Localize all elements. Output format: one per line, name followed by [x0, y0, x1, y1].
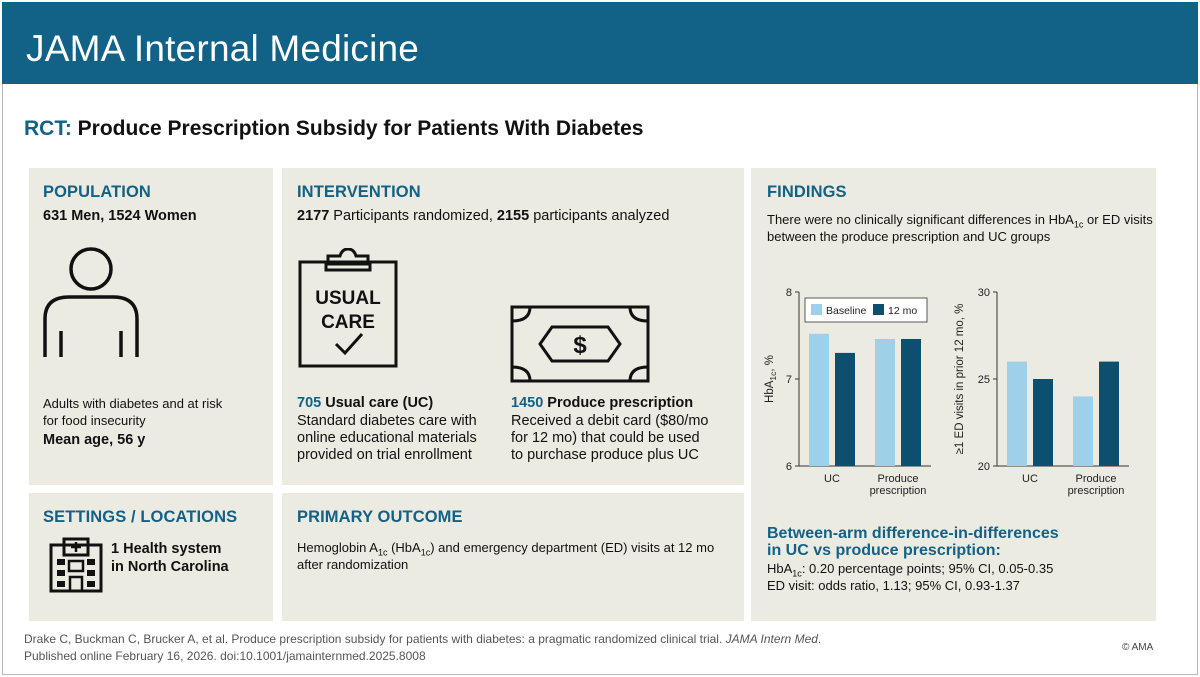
journal-header: JAMA Internal Medicine	[2, 2, 1198, 84]
chart0-bar-baseline	[809, 333, 829, 466]
findings-panel: FINDINGS There were no clinically signif…	[751, 168, 1156, 621]
dd-heading-line1: Between-arm difference-in-differences	[767, 525, 1059, 542]
produce-heading: 1450 Produce prescription	[511, 395, 693, 413]
primary-outcome-heading: PRIMARY OUTCOME	[297, 508, 463, 526]
findings-heading: FINDINGS	[767, 183, 847, 201]
chart0-bar-12mo	[835, 352, 855, 466]
outcome-sub-2: 1c	[420, 547, 431, 558]
chart1-category-label: UC	[1022, 473, 1038, 485]
population-heading: POPULATION	[43, 183, 151, 201]
intervention-panel: INTERVENTION 2177 Participants randomize…	[282, 168, 744, 485]
chart1-y-label: ≥1 ED visits in prior 12 mo, %	[954, 304, 966, 455]
chart0-bar-baseline	[875, 338, 895, 466]
page-title: RCT: Produce Prescription Subsidy for Pa…	[24, 117, 643, 141]
findings-summary-b: or ED visits	[1083, 212, 1153, 227]
dollar-bill-icon: $	[510, 305, 650, 383]
chart0-category-label: prescription	[870, 485, 927, 497]
chart0-ytick-label: 6	[786, 461, 792, 473]
usual-care-count: 705	[297, 395, 322, 411]
chart0-category-label: UC	[824, 473, 840, 485]
usual-care-label: Usual care (UC)	[325, 395, 434, 411]
analyzed-count: 2155	[496, 208, 530, 224]
clipboard-check-icon: USUAL CARE	[298, 248, 398, 368]
legend-swatch-baseline	[811, 304, 822, 315]
randomized-label: Participants randomized,	[333, 208, 493, 224]
settings-line2: in North Carolina	[111, 559, 229, 575]
dd-hba1c-result: HbA1c: 0.20 percentage points; 95% CI, 0…	[767, 561, 1053, 582]
mean-age: Mean age, 56 y	[43, 432, 146, 448]
randomized-count: 2177	[297, 208, 330, 224]
chart1-ytick-label: 30	[978, 287, 990, 299]
chart1-bar-baseline	[1073, 396, 1093, 466]
legend-label-12mo: 12 mo	[888, 305, 917, 317]
produce-label: Produce prescription	[547, 395, 694, 411]
legend-label-baseline: Baseline	[826, 305, 866, 317]
primary-outcome-panel: PRIMARY OUTCOME Hemoglobin A1c (HbA1c) a…	[282, 493, 744, 621]
citation-text: Drake C, Buckman C, Brucker A, et al. Pr…	[24, 632, 723, 646]
randomization-summary: 2177 Participants randomized, 2155 parti…	[297, 208, 669, 226]
dd-hba-text: : 0.20 percentage points; 95% CI, 0.05-0…	[801, 561, 1054, 576]
findings-summary-line1: There were no clinically significant dif…	[767, 212, 1153, 233]
copyright: © AMA	[1122, 642, 1154, 653]
chart0-ytick-label: 7	[786, 374, 792, 386]
analyzed-label: participants analyzed	[533, 208, 670, 224]
population-count: 631 Men, 1524 Women	[43, 208, 197, 224]
population-description-line1: Adults with diabetes and at risk	[43, 396, 223, 411]
usual-care-desc-line1: Standard diabetes care with	[297, 413, 477, 429]
title-tag: RCT:	[24, 117, 72, 140]
findings-summary-a: There were no clinically significant dif…	[767, 212, 1074, 227]
chart1-ytick-label: 25	[978, 374, 990, 386]
chart1-category-label: prescription	[1068, 485, 1125, 497]
chart-legend-box	[804, 297, 928, 323]
title-text: Produce Prescription Subsidy for Patient…	[77, 117, 644, 140]
produce-count: 1450	[511, 395, 544, 411]
dd-hba-sub: 1c	[792, 568, 802, 579]
svg-text:$: $	[573, 332, 587, 359]
dd-ed-result: ED visit: odds ratio, 1.13; 95% CI, 0.93…	[767, 578, 1020, 593]
outcome-sub-1: 1c	[377, 547, 388, 558]
chart1-bar-12mo	[1033, 379, 1053, 466]
chart1-category-label: Produce	[1076, 473, 1117, 485]
produce-desc-line1: Received a debit card ($80/mo	[511, 413, 709, 429]
clipboard-text-line2: CARE	[321, 312, 375, 333]
clipboard-text-line1: USUAL	[315, 288, 381, 309]
intervention-heading: INTERVENTION	[297, 183, 421, 201]
chart0-bar-12mo	[901, 338, 921, 466]
chart1-bar-12mo	[1099, 361, 1119, 466]
usual-care-desc-line2: online educational materials	[297, 430, 477, 446]
citation-line2: Published online February 16, 2026. doi:…	[24, 649, 426, 663]
chart0-y-label: HbA1c, %	[764, 355, 778, 403]
chart1-ytick-label: 20	[978, 461, 990, 473]
dd-hba-label: HbA	[767, 561, 793, 576]
chart0-category-label: Produce	[878, 473, 919, 485]
chart0-ytick-label: 8	[786, 287, 792, 299]
primary-outcome-line2: after randomization	[297, 557, 409, 572]
usual-care-heading: 705 Usual care (UC)	[297, 395, 433, 413]
outcome-text-b: (HbA	[387, 540, 421, 555]
settings-heading: SETTINGS / LOCATIONS	[43, 508, 238, 526]
citation-line1: Drake C, Buckman C, Brucker A, et al. Pr…	[24, 632, 822, 646]
hospital-building-icon	[49, 537, 103, 593]
outcome-text-c: ) and emergency department (ED) visits a…	[430, 540, 715, 555]
produce-desc-line2: for 12 mo) that could be used	[511, 430, 700, 446]
dd-heading-line2: in UC vs produce prescription:	[767, 542, 1001, 559]
person-icon	[43, 247, 139, 357]
outcome-text-a: Hemoglobin A	[297, 540, 378, 555]
findings-summary-line2: between the produce prescription and UC …	[767, 229, 1051, 244]
population-panel: POPULATION 631 Men, 1524 Women Adults wi…	[29, 168, 273, 485]
population-description-line2: for food insecurity	[43, 413, 146, 428]
chart1-bar-baseline	[1007, 361, 1027, 466]
settings-panel: SETTINGS / LOCATIONS 1 Health system in …	[29, 493, 273, 621]
journal-title: JAMA Internal Medicine	[26, 28, 420, 69]
settings-line1: 1 Health system	[111, 541, 222, 557]
produce-desc-line3: to purchase produce plus UC	[511, 447, 699, 463]
usual-care-desc-line3: provided on trial enrollment	[297, 447, 472, 463]
primary-outcome-line1: Hemoglobin A1c (HbA1c) and emergency dep…	[297, 540, 714, 561]
citation-journal: JAMA Intern Med	[725, 632, 818, 646]
legend-swatch-12mo	[873, 304, 884, 315]
findings-summary-sub: 1c	[1073, 219, 1084, 230]
